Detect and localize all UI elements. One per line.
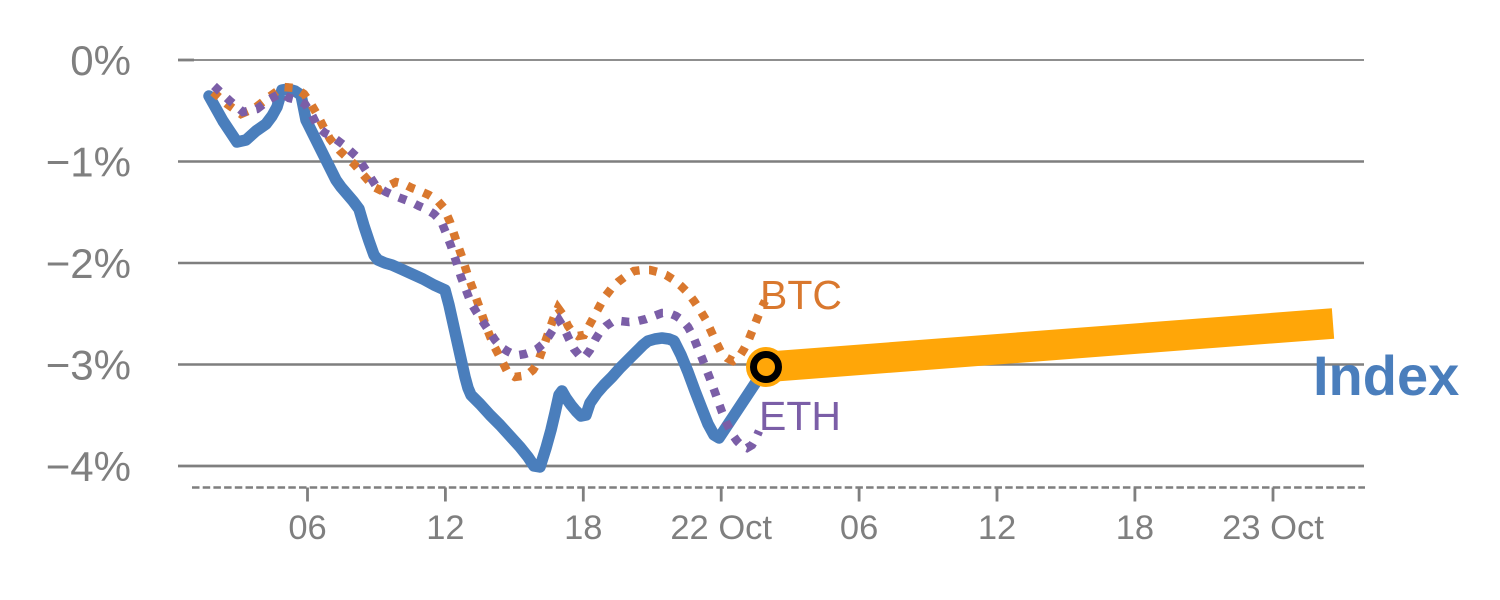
svg-text:22 Oct: 22 Oct xyxy=(670,509,772,547)
svg-text:06: 06 xyxy=(840,509,878,547)
svg-text:ETH: ETH xyxy=(759,393,841,439)
svg-text:18: 18 xyxy=(564,509,602,547)
svg-text:−1%: −1% xyxy=(46,139,131,186)
svg-text:12: 12 xyxy=(978,509,1016,547)
svg-text:−4%: −4% xyxy=(46,443,131,490)
svg-text:06: 06 xyxy=(288,509,326,547)
svg-text:12: 12 xyxy=(426,509,464,547)
svg-text:−3%: −3% xyxy=(46,342,131,389)
svg-text:Index: Index xyxy=(1313,344,1459,407)
svg-text:BTC: BTC xyxy=(760,272,842,318)
svg-text:0%: 0% xyxy=(70,37,131,84)
svg-text:−2%: −2% xyxy=(46,240,131,287)
svg-text:18: 18 xyxy=(1116,509,1154,547)
svg-text:23 Oct: 23 Oct xyxy=(1222,509,1324,547)
